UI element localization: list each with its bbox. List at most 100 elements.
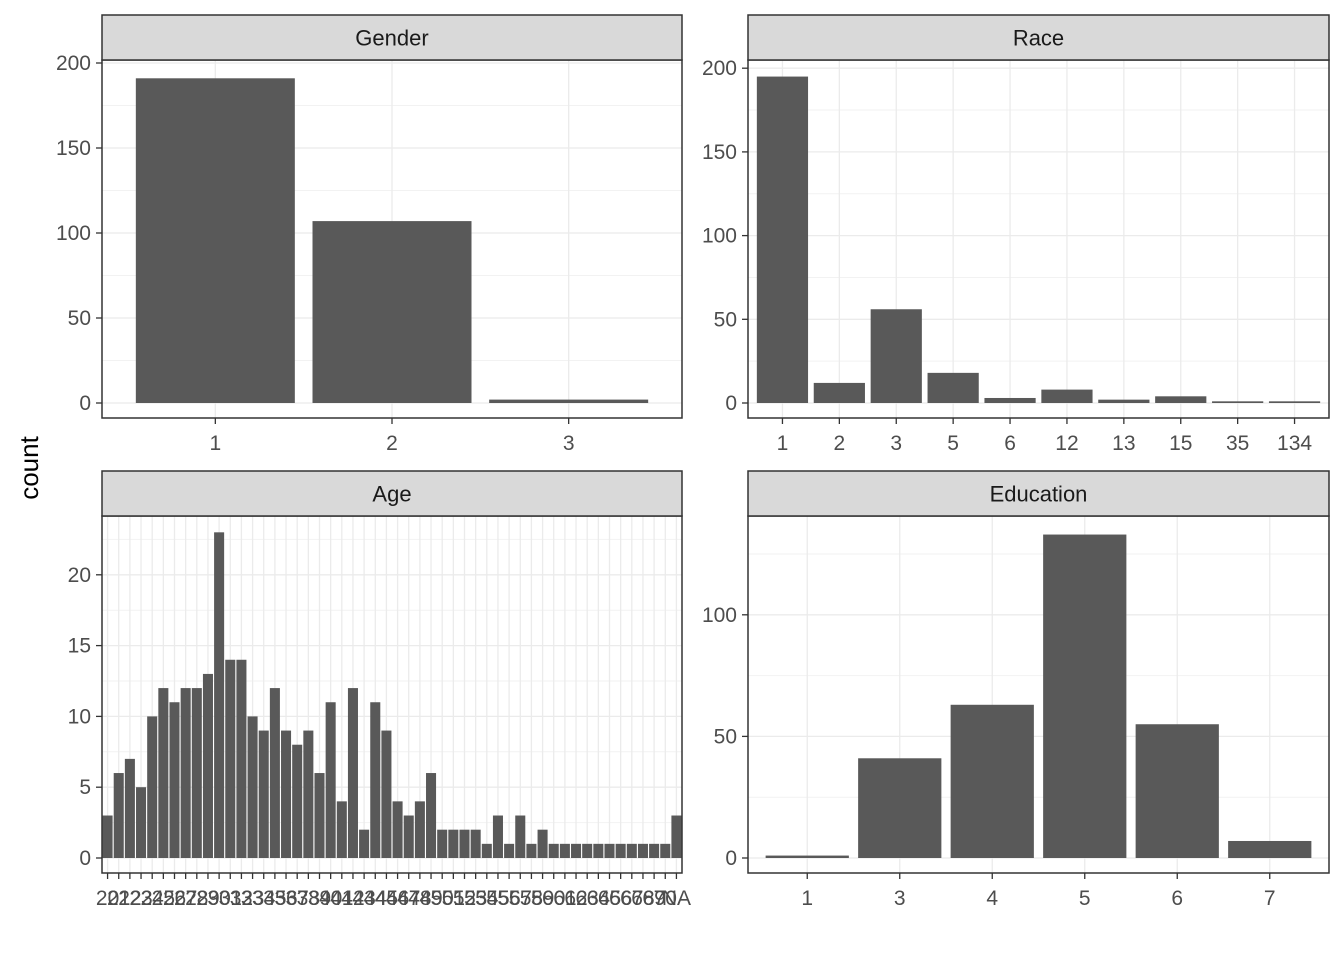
x-tick-label: 32	[230, 887, 253, 910]
y-tick-label: 10	[68, 705, 91, 728]
bar-age-52	[459, 829, 470, 858]
bar-age-64	[593, 843, 604, 858]
bar-race-12	[1041, 389, 1093, 403]
x-tick-label: 22	[118, 887, 141, 910]
bar-age-29	[202, 673, 213, 858]
x-tick-label: 44	[364, 887, 388, 910]
bar-age-66	[615, 843, 626, 858]
x-tick-label: 48	[408, 887, 431, 910]
bar-race-134	[1268, 401, 1321, 403]
bar-age-20	[102, 815, 113, 858]
x-tick-label: 2	[386, 432, 398, 455]
x-tick-label: 49	[419, 887, 442, 910]
facet-panel-gender: Gender 0 50 100 150 200 1 2 3	[56, 14, 683, 455]
bar-age-23	[136, 787, 147, 858]
bar-age-40	[325, 702, 336, 858]
x-tick-label: 28	[185, 887, 208, 910]
bar-age-50	[437, 829, 448, 858]
facet-strip	[747, 14, 1330, 61]
bar-race-2	[813, 382, 865, 403]
bar-education-5	[1043, 534, 1127, 858]
bar-age-60	[548, 843, 559, 858]
y-tick-label: 20	[68, 564, 91, 587]
x-tick-label: 50	[431, 887, 454, 910]
bar-age-41	[336, 801, 347, 858]
y-axis-title: count	[14, 435, 44, 499]
x-tick-label: 25	[152, 887, 175, 910]
x-tick-label: NA	[662, 887, 691, 910]
x-tick-label: 43	[352, 887, 375, 910]
bar-age-65	[604, 843, 615, 858]
x-tick-label: 27	[174, 887, 197, 910]
x-tick-label: 36	[274, 887, 297, 910]
y-tick-label: 100	[702, 225, 737, 248]
x-tick-label: 33	[241, 887, 264, 910]
x-tick-label: 47	[397, 887, 420, 910]
bar-age-NA	[671, 815, 682, 858]
bar-age-21	[113, 773, 124, 858]
bar-age-43	[359, 829, 370, 858]
x-tick-label: 68	[631, 887, 654, 910]
bar-age-42	[347, 688, 358, 858]
bar-education-6	[1135, 724, 1219, 858]
bar-gender-3	[489, 399, 649, 403]
plot-background	[748, 60, 1329, 418]
x-tick-label: 35	[263, 887, 286, 910]
x-tick-label: 70	[654, 887, 677, 910]
facet-strip	[101, 14, 683, 61]
x-tick-label: 20	[96, 887, 119, 910]
bar-age-59	[537, 829, 548, 858]
x-tick-label: 1	[209, 432, 221, 455]
x-tick-label: 2	[834, 432, 846, 455]
bar-age-39	[314, 773, 325, 858]
bar-age-54	[481, 843, 492, 858]
x-tick-label: 5	[1079, 887, 1091, 910]
x-tick-label: 62	[564, 887, 587, 910]
x-tick-label: 56	[497, 887, 520, 910]
x-tick-label: 7	[1264, 887, 1276, 910]
bar-race-13	[1098, 399, 1150, 403]
x-tick-label: 59	[531, 887, 554, 910]
bar-age-45	[381, 730, 392, 858]
x-tick-label: 39	[308, 887, 331, 910]
x-tick-label: 42	[341, 887, 364, 910]
bar-age-68	[637, 843, 648, 858]
bar-age-33	[247, 716, 258, 858]
bar-age-67	[626, 843, 637, 858]
x-tick-label: 30	[207, 887, 230, 910]
bar-age-34	[258, 730, 269, 858]
bar-age-55	[492, 815, 503, 858]
y-tick-label: 50	[714, 308, 737, 331]
bar-age-70	[660, 843, 671, 858]
bar-age-26	[169, 702, 180, 858]
bar-age-31	[225, 659, 236, 858]
bar-age-58	[526, 843, 537, 858]
y-tick-label: 0	[725, 847, 737, 870]
bar-age-69	[649, 843, 660, 858]
facet-strip-label: Age	[372, 482, 411, 507]
x-tick-label: 6	[1004, 432, 1016, 455]
x-tick-label: 35	[1226, 432, 1249, 455]
facet-strip-label: Race	[1013, 26, 1064, 51]
bar-education-7	[1228, 840, 1312, 858]
bar-education-1	[765, 855, 849, 858]
y-tick-label: 200	[56, 52, 91, 75]
x-tick-label: 40	[319, 887, 342, 910]
bar-race-1	[756, 76, 809, 403]
bar-age-37	[292, 744, 303, 858]
x-tick-label: 29	[196, 887, 219, 910]
bar-education-3	[858, 758, 942, 858]
y-tick-label: 5	[79, 776, 91, 799]
bar-gender-1	[135, 78, 295, 404]
x-tick-label: 58	[520, 887, 543, 910]
x-tick-label: 60	[542, 887, 565, 910]
y-tick-label: 0	[725, 392, 737, 415]
bar-race-6	[984, 397, 1036, 403]
bar-age-35	[269, 688, 280, 858]
x-tick-label: 46	[386, 887, 409, 910]
x-tick-label: 5	[947, 432, 959, 455]
x-tick-label: 66	[609, 887, 632, 910]
x-tick-label: 15	[1169, 432, 1192, 455]
y-tick-label: 200	[702, 57, 737, 80]
